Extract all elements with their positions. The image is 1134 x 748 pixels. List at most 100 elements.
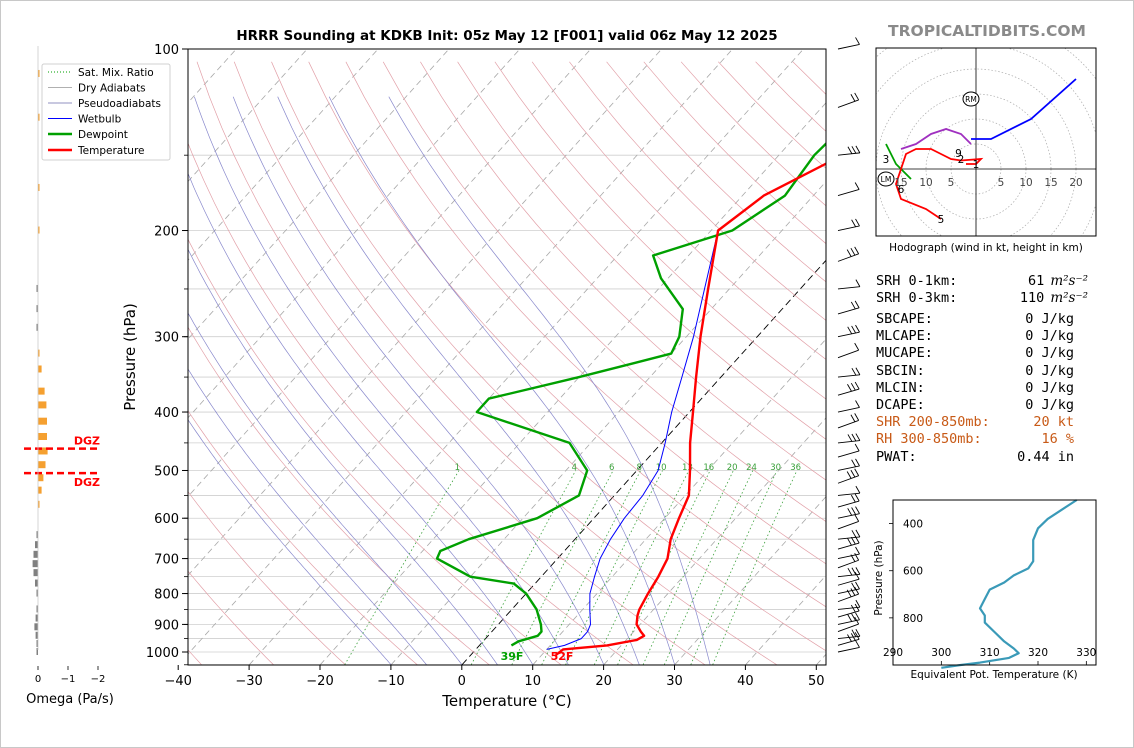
- hodograph-height-label: 3: [883, 154, 890, 166]
- wind-barb-shaft: [837, 646, 860, 653]
- brand-watermark: TROPICALTIDBITS.COM: [888, 22, 1086, 40]
- wind-barb-flag: [854, 493, 860, 502]
- theta-e-y-tick-label: 800: [903, 613, 923, 625]
- moist-adiabat: [232, 96, 605, 665]
- pressure-tick-label: 500: [154, 464, 179, 479]
- hodograph-ring-label: 10: [919, 177, 932, 189]
- wind-barb-flag: [854, 586, 860, 595]
- wind-barb-flag: [851, 325, 856, 334]
- moist-adiabat: [194, 96, 569, 665]
- mixing-ratio-line: [593, 470, 690, 665]
- dry-adiabat: [233, 61, 777, 665]
- wind-barb-shaft: [837, 559, 859, 569]
- temp-tick-label: −20: [306, 674, 333, 689]
- wind-barb-flag: [854, 553, 860, 561]
- isotherm: [188, 49, 663, 576]
- omega-bar: [36, 648, 38, 655]
- isotherm: [188, 49, 592, 498]
- omega-bar: [32, 560, 38, 568]
- skewt-panel: 1 4 6 8 10 13 16 20 24 30 36 100200300400500600700…: [41, 37, 861, 710]
- wind-barb-flag: [855, 279, 861, 287]
- wind-barb: [837, 632, 860, 646]
- wind-barb: [837, 413, 860, 429]
- mixing-ratio-label: 20: [727, 463, 738, 473]
- wind-barb: [837, 218, 860, 231]
- index-label: SBCIN:: [876, 362, 925, 379]
- mixing-ratio-line: [690, 470, 778, 665]
- omega-bar: [36, 323, 38, 331]
- wind-barb-shaft: [837, 606, 860, 610]
- wind-barb-flag: [855, 612, 860, 621]
- omega-bar: [38, 417, 47, 425]
- isotherm: [319, 102, 826, 665]
- index-value: 0 J/kg: [1025, 379, 1074, 396]
- skewt-frame: [187, 48, 827, 666]
- hodograph-height-label: 5: [938, 214, 945, 226]
- hodograph-height-label: 1: [973, 159, 980, 171]
- index-row: DCAPE: 0 J/kg: [876, 397, 1088, 414]
- skewt-xlabel: Temperature (°C): [441, 692, 571, 710]
- pressure-tick-label: 400: [154, 406, 179, 421]
- mixing-ratio-label: 36: [790, 463, 801, 473]
- wind-barb-shaft: [837, 610, 860, 618]
- mixing-ratio-line: [663, 470, 754, 665]
- omega-bar: [36, 640, 38, 648]
- index-label: MUCAPE:: [876, 345, 933, 362]
- wind-barb-flag: [855, 546, 860, 555]
- index-label: RH 300-850mb:: [876, 431, 982, 448]
- dry-adiabat: [188, 570, 274, 665]
- wind-barb: [837, 92, 860, 108]
- theta-e-x-tick-label: 330: [1076, 647, 1096, 659]
- isotherm: [188, 49, 521, 419]
- dry-adiabat: [457, 61, 826, 440]
- wind-barb-flag: [854, 413, 860, 421]
- wind-barb-shaft: [837, 465, 860, 471]
- omega-tick-label: 0: [35, 674, 41, 685]
- wind-barb: [837, 553, 860, 569]
- isotherm: [461, 259, 826, 665]
- wind-barb-flag: [850, 494, 856, 503]
- omega-bar: [36, 284, 38, 292]
- wind-barb-shaft: [837, 253, 859, 262]
- wind-barb-flag: [847, 508, 853, 516]
- dry-adiabat: [792, 61, 826, 95]
- wind-barb: [837, 279, 861, 290]
- hodograph-ring-label: 20: [1069, 177, 1082, 189]
- dry-adiabat: [382, 61, 826, 522]
- wind-barb-flag: [847, 634, 852, 642]
- index-row: RH 300-850mb: 16 %: [876, 431, 1088, 448]
- mixing-ratio-line: [511, 470, 614, 665]
- moist-adiabat: [188, 172, 534, 665]
- wind-barb-flag: [854, 182, 860, 190]
- mixing-ratio-label: 1: [455, 463, 460, 473]
- index-value: 0 J/kg: [1025, 328, 1074, 345]
- wind-barb-shaft: [837, 542, 860, 550]
- wind-barb-flag: [854, 632, 860, 640]
- wind-barb: [837, 145, 861, 156]
- dry-adiabat: [271, 61, 826, 652]
- mixing-ratio-label: 30: [770, 463, 781, 473]
- omega-bar: [38, 183, 40, 191]
- theta-e-y-tick-label: 600: [903, 566, 923, 578]
- omega-bar: [36, 305, 38, 313]
- index-unit: m²s⁻²: [1050, 290, 1088, 306]
- wind-barb-flag: [851, 367, 857, 376]
- dry-adiabat: [188, 142, 634, 665]
- wind-barb-flag: [854, 381, 860, 390]
- omega-panel: DGZ DGZ 0 −1 −2 Omega (Pa/s): [24, 46, 114, 707]
- wind-barb-flag: [851, 613, 856, 621]
- dry-adiabat: [188, 326, 490, 665]
- mixing-ratio-line: [712, 470, 798, 665]
- omega-bar: [35, 614, 38, 622]
- index-value: 20 kt: [1033, 414, 1074, 431]
- wind-barb-flag: [850, 94, 856, 102]
- moist-adiabat: [388, 96, 711, 665]
- skewt-profiles: [435, 142, 826, 657]
- dgz-label: DGZ: [74, 476, 100, 489]
- dry-adiabat: [420, 61, 826, 481]
- wind-barb: [837, 433, 861, 444]
- wind-barb-flag: [854, 616, 860, 625]
- wind-barb-flag: [855, 485, 861, 494]
- indices-panel: SRH 0-1km: 61 m²s⁻² SRH 0-3km: 110 m²s⁻² SBCAP…: [876, 273, 1091, 473]
- wind-barb-flag: [850, 414, 856, 422]
